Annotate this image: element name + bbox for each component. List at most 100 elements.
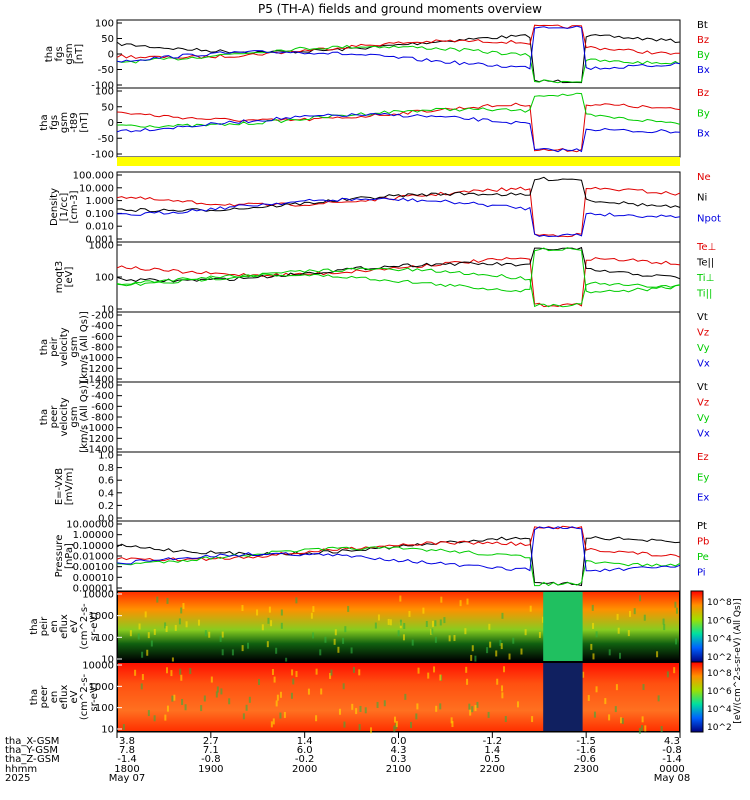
spectrogram-speck: [499, 639, 502, 646]
spectrogram-speck: [290, 692, 293, 699]
spectrogram-speck: [591, 604, 594, 611]
spectrogram-speck: [394, 716, 397, 723]
y-gsm-value: 7.8: [119, 745, 135, 756]
spectrogram-speck: [520, 648, 523, 655]
y-axis-label: tha: [29, 689, 40, 705]
date-value: May 07: [109, 773, 146, 784]
spectrogram-speck: [292, 678, 295, 685]
spectrogram-speck: [425, 620, 428, 627]
legend-entry: Bx: [697, 129, 710, 140]
spectrogram-speck: [448, 635, 451, 642]
z-gsm-value: -0.6: [576, 754, 596, 765]
y-axis-label: [1/cc]: [59, 193, 70, 222]
y-tick-label: 1000: [89, 682, 114, 693]
legend-entry: Vx: [697, 359, 710, 370]
spectrogram-speck: [524, 629, 527, 636]
figure-title: P5 (TH-A) fields and ground moments over…: [258, 2, 542, 16]
y-axis-label: fgs: [49, 115, 60, 130]
legend-entry: Ne: [697, 172, 711, 183]
spectrogram-speck: [173, 694, 176, 701]
spectrogram-speck: [315, 668, 318, 675]
legend-entry: Ti||: [696, 289, 712, 300]
spectrogram-speck: [627, 630, 630, 637]
y-tick-label: 0.100: [85, 209, 114, 220]
spectrogram-speck: [220, 688, 223, 695]
spectrogram-speck: [663, 624, 666, 631]
spectrogram-speck: [144, 611, 147, 618]
trace-line: [116, 197, 681, 238]
spectrogram-fill: [118, 663, 679, 731]
spectrogram-speck: [389, 619, 392, 626]
y-axis-label: -t89: [69, 112, 80, 132]
spectrogram-speck: [616, 613, 619, 620]
spectrogram-speck: [495, 650, 498, 657]
y-axis-label: Density: [49, 188, 60, 226]
spectrogram-speck: [208, 631, 211, 638]
spectrogram-speck: [228, 698, 231, 705]
spectrogram-speck: [434, 620, 437, 627]
y-axis-label: (cm^2-s-: [79, 603, 90, 650]
spectrogram-speck: [273, 676, 276, 683]
spectrogram-speck: [592, 622, 595, 629]
spectrogram-speck: [275, 700, 278, 707]
y-axis-label: tha: [39, 339, 50, 355]
trace-line: [116, 186, 681, 238]
y-tick-label: 0.00010: [73, 573, 114, 584]
y-tick-label: -1200: [85, 434, 114, 445]
spectrogram-speck: [156, 596, 159, 603]
spectrogram-speck: [593, 711, 596, 718]
y-axis-label: peer: [49, 405, 60, 429]
y-tick-label: 0: [108, 118, 114, 129]
legend-entry: Vt: [697, 312, 708, 323]
spectrogram-speck: [221, 649, 224, 656]
spectrogram-speck: [608, 649, 611, 656]
y-tick-label: 100: [95, 703, 114, 714]
spectrogram-speck: [138, 623, 141, 630]
spectrogram-speck: [621, 718, 624, 725]
spectrogram-speck: [266, 641, 269, 648]
trace-line: [116, 24, 680, 59]
spectrogram-speck: [164, 714, 167, 721]
spectrogram-speck: [410, 721, 413, 728]
spectrogram-speck: [166, 597, 169, 604]
spectrogram-speck: [656, 651, 659, 658]
spectrogram-speck: [147, 632, 150, 639]
trace-line: [116, 246, 681, 283]
y-tick-label: -800: [91, 413, 114, 424]
spectrogram-speck: [404, 693, 407, 700]
y-tick-label: 0.01000: [73, 552, 114, 563]
spectrogram-speck: [170, 670, 173, 677]
colorbar-tick: 10^6: [707, 687, 732, 697]
y-axis-label: velocity: [59, 397, 70, 436]
spectrogram-speck: [147, 710, 150, 717]
spectrogram-speck: [337, 646, 340, 653]
spectrogram-speck: [427, 672, 430, 679]
legend-entry: Vy: [697, 343, 710, 354]
y-axis-label: tha: [44, 46, 55, 62]
spectrogram-speck: [590, 643, 593, 650]
trace-line: [116, 102, 681, 153]
spectrogram-speck: [660, 726, 663, 733]
spectrogram-speck: [620, 717, 623, 724]
legend-entry: By: [697, 50, 710, 61]
spectrogram-band: [543, 592, 583, 661]
spectrogram-speck: [270, 721, 273, 728]
spectrogram-speck: [675, 607, 678, 614]
y-tick-label: 0.00100: [73, 562, 114, 573]
spectrogram-speck: [516, 701, 519, 708]
panel-5: -200-400-600-800-1000-1200-1400 tha peer ve…: [39, 381, 710, 456]
trace-line: [116, 44, 681, 84]
spectrogram-speck: [531, 716, 534, 723]
spectrogram-speck: [184, 704, 187, 711]
legend-entry: Ti⊥: [696, 273, 714, 284]
spectrogram-speck: [352, 666, 355, 673]
colorbar: [690, 661, 704, 733]
spectrogram-band: [543, 663, 583, 731]
x-gsm-value: -1.2: [483, 736, 503, 747]
spectrogram-speck: [582, 671, 585, 678]
y-axis-label: [eV]: [64, 267, 75, 288]
spectrogram-speck: [310, 612, 313, 619]
y-tick-label: 100: [95, 19, 114, 30]
y-axis-label: [nPa]: [64, 543, 75, 569]
y-tick-label: -1400: [85, 375, 114, 386]
